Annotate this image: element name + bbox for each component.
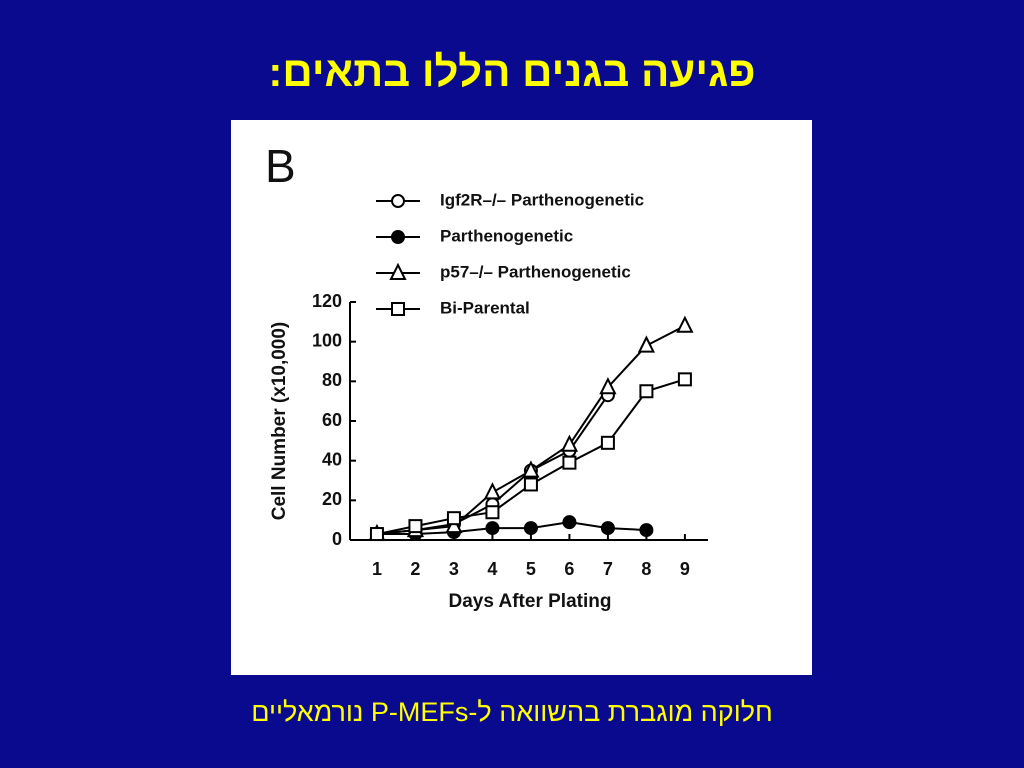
legend-marker xyxy=(389,262,407,280)
x-tick-label: 4 xyxy=(487,559,497,579)
x-tick-label: 9 xyxy=(680,559,690,579)
y-tick-label: 100 xyxy=(312,330,342,350)
legend-marker xyxy=(391,302,405,316)
legend-label: p57–/– Parthenogenetic xyxy=(440,262,631,281)
marker xyxy=(677,372,692,387)
legend-marker xyxy=(391,194,405,208)
chart-background xyxy=(231,120,812,675)
marker xyxy=(599,377,617,395)
marker xyxy=(523,477,538,492)
marker xyxy=(639,523,654,538)
marker xyxy=(676,315,694,333)
slide-caption: חלוקה מוגברת בהשוואה ל-P-MEFs נורמאליים xyxy=(251,697,773,727)
marker xyxy=(523,521,538,536)
x-tick-label: 7 xyxy=(603,559,613,579)
marker xyxy=(560,434,579,452)
marker xyxy=(639,384,654,399)
y-tick-label: 80 xyxy=(322,370,342,390)
marker xyxy=(637,335,656,353)
y-tick-label: 60 xyxy=(322,410,342,430)
marker xyxy=(522,460,540,478)
x-tick-label: 6 xyxy=(564,559,574,579)
x-tick-label: 8 xyxy=(641,559,651,579)
marker xyxy=(485,505,500,520)
y-tick-label: 0 xyxy=(332,529,342,549)
legend-marker xyxy=(391,230,405,244)
marker xyxy=(485,521,500,536)
legend-label: Bi-Parental xyxy=(440,298,530,317)
x-tick-label: 3 xyxy=(449,559,459,579)
marker xyxy=(446,511,461,526)
y-tick-label: 40 xyxy=(322,449,342,469)
marker xyxy=(408,519,423,534)
marker xyxy=(483,482,502,500)
x-tick-label: 5 xyxy=(526,559,536,579)
marker xyxy=(369,527,384,542)
y-tick-label: 120 xyxy=(312,291,342,311)
legend-label: Igf2R–/– Parthenogenetic xyxy=(440,190,644,209)
marker xyxy=(562,455,577,470)
marker xyxy=(600,435,615,450)
x-tick-label: 2 xyxy=(410,559,420,579)
y-axis-label: Cell Number (x10,000) xyxy=(269,322,290,521)
y-tick-label: 20 xyxy=(322,489,342,509)
marker xyxy=(600,521,615,536)
x-tick-label: 1 xyxy=(372,559,382,579)
slide-title: פגיעה בגנים הללו בתאים: xyxy=(268,48,756,95)
marker xyxy=(562,515,577,530)
legend-label: Parthenogenetic xyxy=(440,226,573,245)
x-axis-label: Days After Plating xyxy=(449,591,612,612)
panel-label: B xyxy=(265,140,296,192)
